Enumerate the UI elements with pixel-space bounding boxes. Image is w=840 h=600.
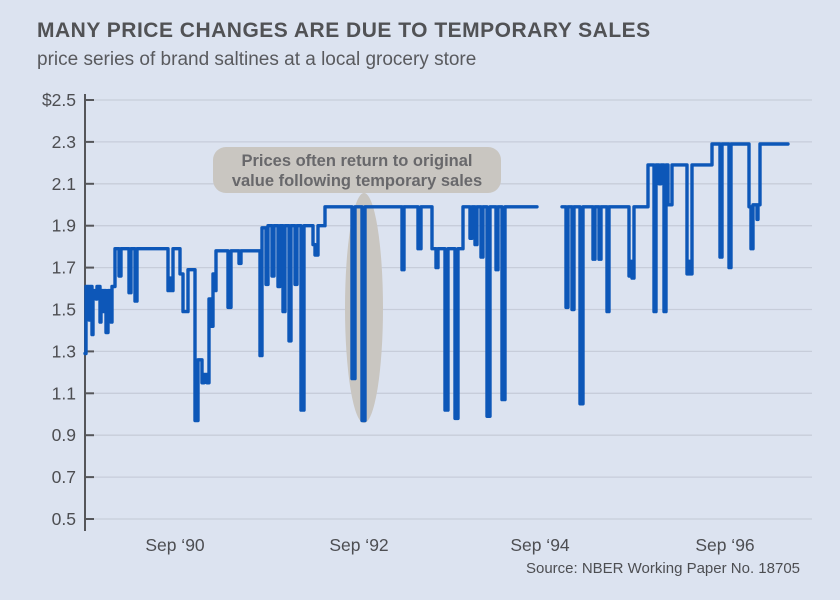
y-axis-tick-label: 1.1 xyxy=(52,383,76,403)
y-axis-tick-label: 1.5 xyxy=(52,300,76,320)
x-axis-tick-label: Sep ‘96 xyxy=(695,535,754,555)
x-axis-tick-label: Sep ‘90 xyxy=(145,535,205,555)
annotation-text-line2: value following temporary sales xyxy=(232,172,482,190)
y-axis-tick-label: 1.7 xyxy=(52,258,76,278)
y-axis-tick-label: 2.3 xyxy=(52,132,76,152)
price-line-segment xyxy=(560,142,790,406)
annotation-bubble xyxy=(213,147,501,193)
annotation-text-line1: Prices often return to original xyxy=(241,152,472,170)
page-title: MANY PRICE CHANGES ARE DUE TO TEMPORARY … xyxy=(37,19,651,42)
y-axis-tick-label: 1.9 xyxy=(52,216,76,236)
page-subtitle: price series of brand saltines at a loca… xyxy=(37,49,477,70)
y-axis-tick-label: 1.3 xyxy=(52,341,76,361)
x-axis-tick-label: Sep ‘92 xyxy=(329,535,388,555)
x-axis-tick-label: Sep ‘94 xyxy=(510,535,570,555)
y-axis-tick-label: 0.5 xyxy=(52,509,76,529)
price-line-segment xyxy=(83,205,539,423)
source-credit: Source: NBER Working Paper No. 18705 xyxy=(525,560,800,577)
y-axis-tick-label: 0.7 xyxy=(52,467,76,487)
y-axis-tick-label: 2.1 xyxy=(52,174,76,194)
y-axis-tick-label: $2.5 xyxy=(42,90,76,110)
y-axis-tick-label: 0.9 xyxy=(52,425,76,445)
